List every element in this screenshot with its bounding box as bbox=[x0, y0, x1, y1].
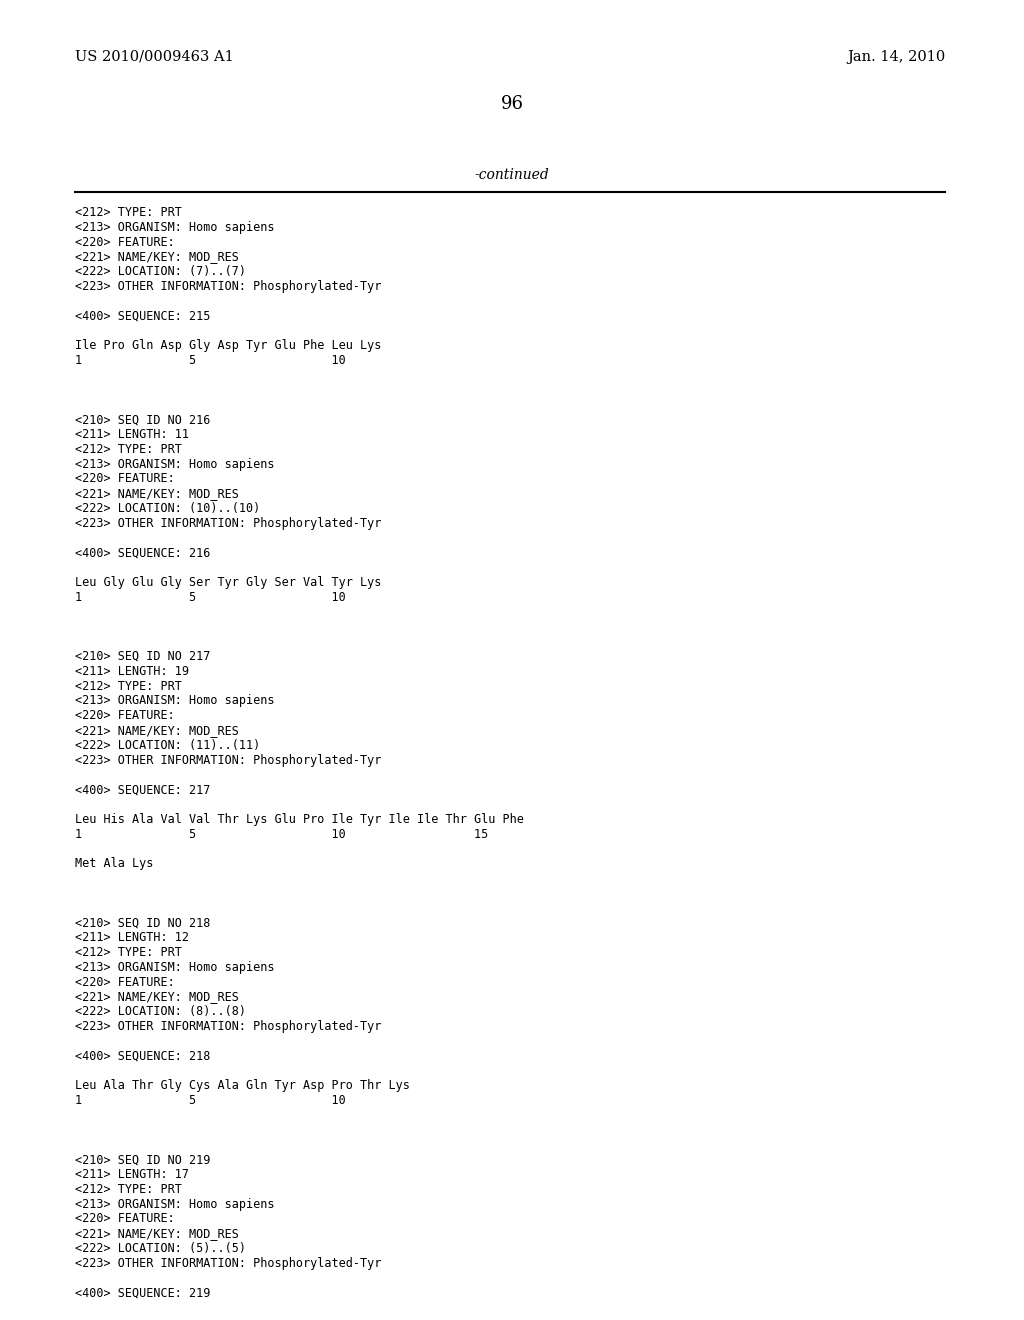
Text: <221> NAME/KEY: MOD_RES: <221> NAME/KEY: MOD_RES bbox=[75, 487, 239, 500]
Text: <221> NAME/KEY: MOD_RES: <221> NAME/KEY: MOD_RES bbox=[75, 723, 239, 737]
Text: 1               5                   10: 1 5 10 bbox=[75, 1094, 346, 1107]
Text: <221> NAME/KEY: MOD_RES: <221> NAME/KEY: MOD_RES bbox=[75, 990, 239, 1003]
Text: <212> TYPE: PRT: <212> TYPE: PRT bbox=[75, 206, 182, 219]
Text: <210> SEQ ID NO 219: <210> SEQ ID NO 219 bbox=[75, 1154, 210, 1166]
Text: <221> NAME/KEY: MOD_RES: <221> NAME/KEY: MOD_RES bbox=[75, 251, 239, 264]
Text: Met Ala Lys: Met Ala Lys bbox=[75, 857, 154, 870]
Text: <220> FEATURE:: <220> FEATURE: bbox=[75, 1212, 175, 1225]
Text: <400> SEQUENCE: 215: <400> SEQUENCE: 215 bbox=[75, 310, 210, 322]
Text: <213> ORGANISM: Homo sapiens: <213> ORGANISM: Homo sapiens bbox=[75, 1197, 274, 1210]
Text: <223> OTHER INFORMATION: Phosphorylated-Tyr: <223> OTHER INFORMATION: Phosphorylated-… bbox=[75, 1257, 381, 1270]
Text: <400> SEQUENCE: 217: <400> SEQUENCE: 217 bbox=[75, 783, 210, 796]
Text: Leu Gly Glu Gly Ser Tyr Gly Ser Val Tyr Lys: Leu Gly Glu Gly Ser Tyr Gly Ser Val Tyr … bbox=[75, 576, 381, 589]
Text: <211> LENGTH: 19: <211> LENGTH: 19 bbox=[75, 665, 189, 677]
Text: <213> ORGANISM: Homo sapiens: <213> ORGANISM: Homo sapiens bbox=[75, 458, 274, 471]
Text: <223> OTHER INFORMATION: Phosphorylated-Tyr: <223> OTHER INFORMATION: Phosphorylated-… bbox=[75, 517, 381, 529]
Text: <223> OTHER INFORMATION: Phosphorylated-Tyr: <223> OTHER INFORMATION: Phosphorylated-… bbox=[75, 1020, 381, 1034]
Text: 1               5                   10                  15: 1 5 10 15 bbox=[75, 828, 488, 841]
Text: <220> FEATURE:: <220> FEATURE: bbox=[75, 473, 175, 486]
Text: <222> LOCATION: (10)..(10): <222> LOCATION: (10)..(10) bbox=[75, 502, 260, 515]
Text: <213> ORGANISM: Homo sapiens: <213> ORGANISM: Homo sapiens bbox=[75, 220, 274, 234]
Text: <400> SEQUENCE: 219: <400> SEQUENCE: 219 bbox=[75, 1287, 210, 1299]
Text: <220> FEATURE:: <220> FEATURE: bbox=[75, 709, 175, 722]
Text: <211> LENGTH: 17: <211> LENGTH: 17 bbox=[75, 1168, 189, 1181]
Text: <210> SEQ ID NO 217: <210> SEQ ID NO 217 bbox=[75, 649, 210, 663]
Text: <213> ORGANISM: Homo sapiens: <213> ORGANISM: Homo sapiens bbox=[75, 961, 274, 974]
Text: <222> LOCATION: (11)..(11): <222> LOCATION: (11)..(11) bbox=[75, 739, 260, 752]
Text: <220> FEATURE:: <220> FEATURE: bbox=[75, 235, 175, 248]
Text: <212> TYPE: PRT: <212> TYPE: PRT bbox=[75, 680, 182, 693]
Text: <212> TYPE: PRT: <212> TYPE: PRT bbox=[75, 442, 182, 455]
Text: <210> SEQ ID NO 216: <210> SEQ ID NO 216 bbox=[75, 413, 210, 426]
Text: <221> NAME/KEY: MOD_RES: <221> NAME/KEY: MOD_RES bbox=[75, 1228, 239, 1241]
Text: <222> LOCATION: (8)..(8): <222> LOCATION: (8)..(8) bbox=[75, 1006, 246, 1018]
Text: <222> LOCATION: (5)..(5): <222> LOCATION: (5)..(5) bbox=[75, 1242, 246, 1255]
Text: 1               5                   10: 1 5 10 bbox=[75, 591, 346, 603]
Text: <212> TYPE: PRT: <212> TYPE: PRT bbox=[75, 1183, 182, 1196]
Text: Jan. 14, 2010: Jan. 14, 2010 bbox=[847, 50, 945, 63]
Text: <211> LENGTH: 12: <211> LENGTH: 12 bbox=[75, 931, 189, 944]
Text: <210> SEQ ID NO 218: <210> SEQ ID NO 218 bbox=[75, 916, 210, 929]
Text: 96: 96 bbox=[501, 95, 523, 114]
Text: -continued: -continued bbox=[475, 168, 549, 182]
Text: Ile Pro Gln Asp Gly Asp Tyr Glu Phe Leu Lys: Ile Pro Gln Asp Gly Asp Tyr Glu Phe Leu … bbox=[75, 339, 381, 352]
Text: US 2010/0009463 A1: US 2010/0009463 A1 bbox=[75, 50, 233, 63]
Text: <213> ORGANISM: Homo sapiens: <213> ORGANISM: Homo sapiens bbox=[75, 694, 274, 708]
Text: 1               5                   10: 1 5 10 bbox=[75, 354, 346, 367]
Text: <400> SEQUENCE: 218: <400> SEQUENCE: 218 bbox=[75, 1049, 210, 1063]
Text: <220> FEATURE:: <220> FEATURE: bbox=[75, 975, 175, 989]
Text: <222> LOCATION: (7)..(7): <222> LOCATION: (7)..(7) bbox=[75, 265, 246, 279]
Text: Leu His Ala Val Val Thr Lys Glu Pro Ile Tyr Ile Ile Thr Glu Phe: Leu His Ala Val Val Thr Lys Glu Pro Ile … bbox=[75, 813, 524, 826]
Text: <223> OTHER INFORMATION: Phosphorylated-Tyr: <223> OTHER INFORMATION: Phosphorylated-… bbox=[75, 280, 381, 293]
Text: <400> SEQUENCE: 216: <400> SEQUENCE: 216 bbox=[75, 546, 210, 560]
Text: <223> OTHER INFORMATION: Phosphorylated-Tyr: <223> OTHER INFORMATION: Phosphorylated-… bbox=[75, 754, 381, 767]
Text: <212> TYPE: PRT: <212> TYPE: PRT bbox=[75, 946, 182, 960]
Text: Leu Ala Thr Gly Cys Ala Gln Tyr Asp Pro Thr Lys: Leu Ala Thr Gly Cys Ala Gln Tyr Asp Pro … bbox=[75, 1080, 410, 1092]
Text: <211> LENGTH: 11: <211> LENGTH: 11 bbox=[75, 428, 189, 441]
